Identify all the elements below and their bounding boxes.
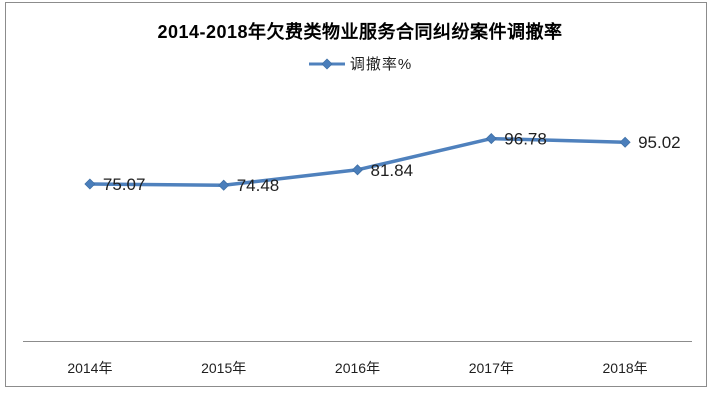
data-point-label: 74.48	[237, 176, 280, 195]
data-point-marker	[485, 133, 497, 145]
chart-title: 2014-2018年欠费类物业服务合同纠纷案件调撤率	[157, 22, 563, 42]
data-point-marker	[218, 179, 230, 191]
data-point-label: 95.02	[638, 133, 681, 152]
data-point-label: 75.07	[103, 175, 146, 194]
data-point-marker	[84, 178, 96, 190]
x-axis-label: 2015年	[201, 360, 246, 376]
x-axis-label: 2017年	[469, 360, 514, 376]
legend-label: 调撤率%	[349, 56, 413, 73]
chart-frame	[5, 2, 707, 387]
x-axis-label: 2014年	[67, 360, 112, 376]
chart-legend: 调撤率%	[0, 53, 720, 74]
legend-line-marker-icon	[308, 57, 345, 70]
data-point-marker	[351, 164, 364, 176]
data-point-marker	[619, 136, 631, 148]
x-axis-label: 2016年	[335, 360, 380, 376]
x-axis-label: 2018年	[603, 360, 648, 376]
data-point-label: 96.78	[504, 130, 547, 149]
data-point-label: 81.84	[371, 161, 414, 180]
